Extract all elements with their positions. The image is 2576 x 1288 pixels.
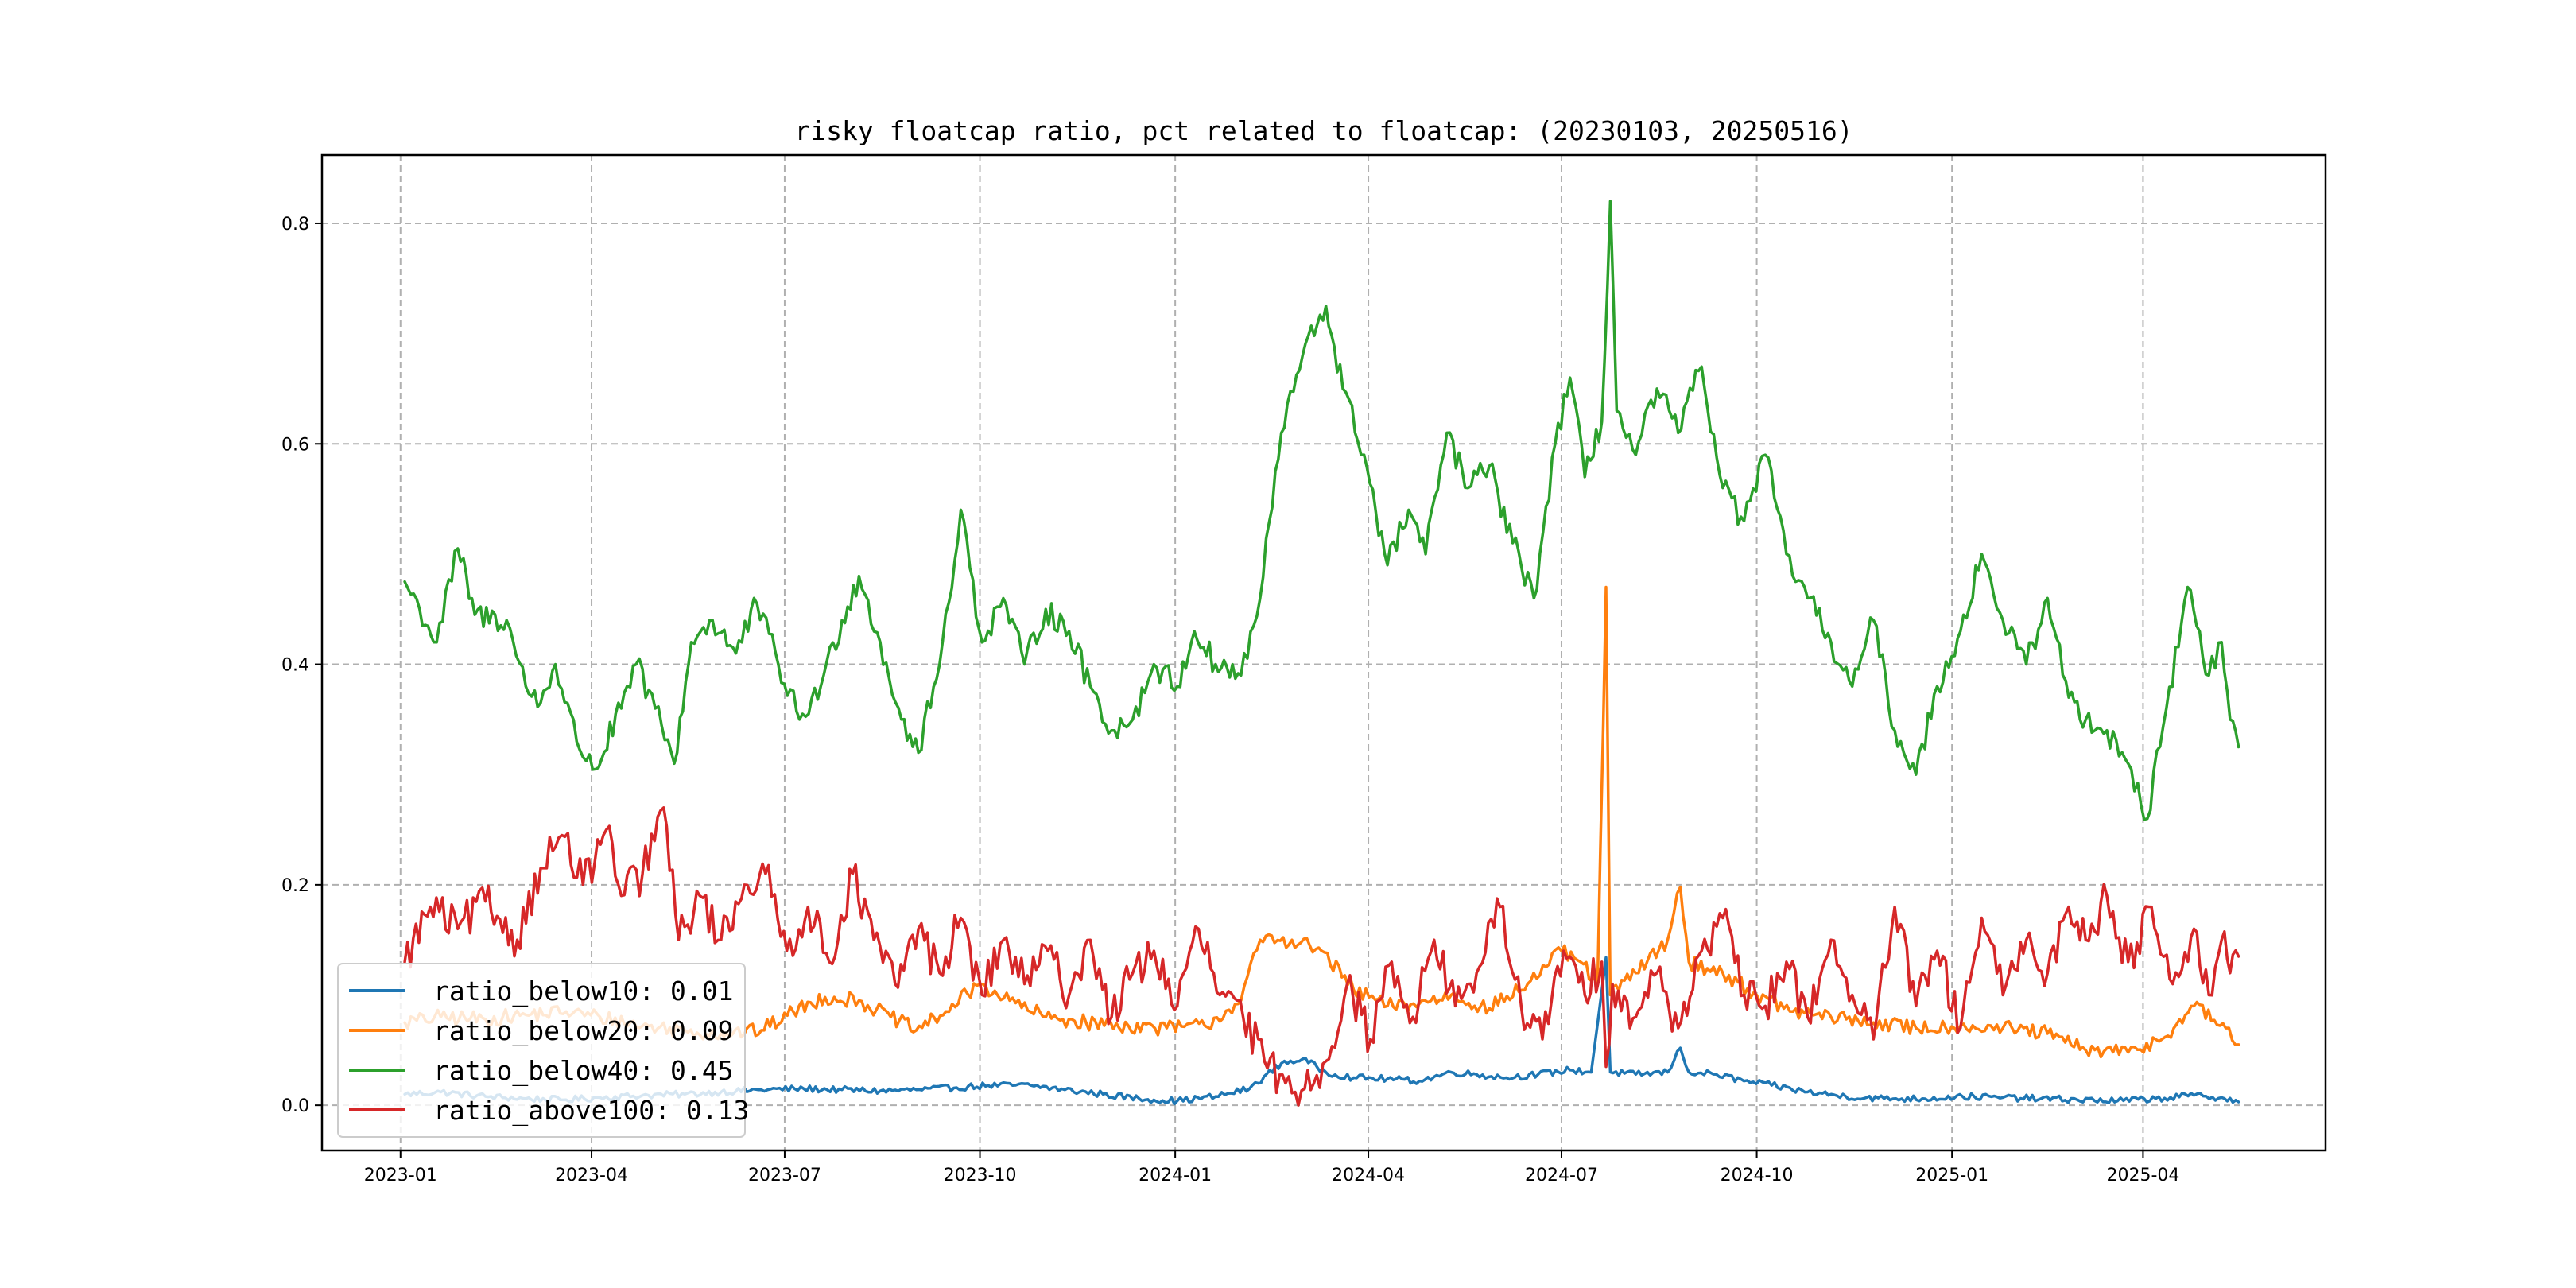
y-tick-label: 0.8 bbox=[281, 215, 309, 235]
x-tick-label: 2025-01 bbox=[1915, 1166, 1988, 1185]
legend-label: ratio_above100: 0.13 bbox=[433, 1095, 749, 1127]
chart-title: risky floatcap ratio, pct related to flo… bbox=[794, 115, 1852, 146]
legend-box bbox=[337, 963, 746, 1138]
x-tick-label: 2024-10 bbox=[1721, 1166, 1794, 1185]
x-tick-label: 2025-04 bbox=[2106, 1166, 2179, 1185]
legend-label: ratio_below40: 0.45 bbox=[433, 1055, 734, 1087]
series-line-3 bbox=[403, 806, 2240, 1107]
y-tick-label: 0.6 bbox=[281, 435, 309, 455]
legend-label: ratio_below20: 0.09 bbox=[433, 1015, 734, 1047]
x-tick-label: 2023-01 bbox=[364, 1166, 437, 1185]
legend: ratio_below10: 0.01 ratio_below20: 0.09 ra… bbox=[337, 963, 749, 1138]
x-tick-label: 2023-07 bbox=[748, 1166, 821, 1185]
x-tick-label: 2024-04 bbox=[1332, 1166, 1405, 1185]
y-tick-label: 0.2 bbox=[281, 876, 309, 896]
x-tick-label: 2023-10 bbox=[944, 1166, 1017, 1185]
y-tick-label: 0.0 bbox=[281, 1096, 309, 1116]
axes-frame bbox=[320, 153, 2327, 1152]
ticks: 2023-01 2023-04 2023-07 2023-10 2024-01 2024-… bbox=[281, 215, 2179, 1185]
y-tick-label: 0.4 bbox=[281, 656, 309, 676]
x-tick-label: 2023-04 bbox=[555, 1166, 628, 1185]
x-tick-label: 2024-01 bbox=[1139, 1166, 1212, 1185]
x-tick-label: 2024-07 bbox=[1525, 1166, 1598, 1185]
legend-label: ratio_below10: 0.01 bbox=[433, 976, 734, 1007]
series-line-2 bbox=[403, 200, 2240, 821]
